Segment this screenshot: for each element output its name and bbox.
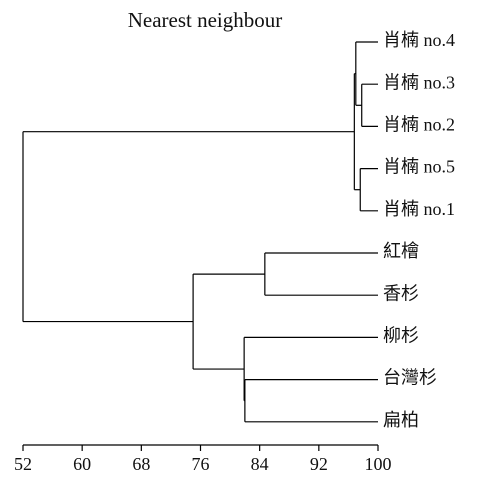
leaf-label: 肖楠 no.4 (383, 30, 455, 50)
leaf-label: 肖楠 no.2 (383, 115, 455, 135)
leaf-label: 肖楠 no.5 (383, 157, 455, 177)
x-tick-label: 68 (132, 454, 150, 474)
x-tick-label: 84 (251, 454, 269, 474)
x-tick-label: 52 (14, 454, 32, 474)
leaf-label: 肖楠 no.3 (383, 72, 455, 92)
leaf-label: 肖楠 no.1 (383, 199, 455, 219)
x-tick-label: 100 (365, 454, 392, 474)
x-tick-label: 76 (192, 454, 210, 474)
leaf-label: 香杉 (383, 283, 419, 303)
leaf-label: 台灣杉 (383, 368, 437, 388)
leaf-label: 柳杉 (383, 326, 419, 346)
chart-title: Nearest neighbour (128, 8, 283, 32)
x-tick-label: 92 (310, 454, 328, 474)
leaf-label: 紅檜 (383, 240, 419, 261)
leaf-label: 扁柏 (383, 410, 419, 430)
x-tick-label: 60 (73, 454, 91, 474)
